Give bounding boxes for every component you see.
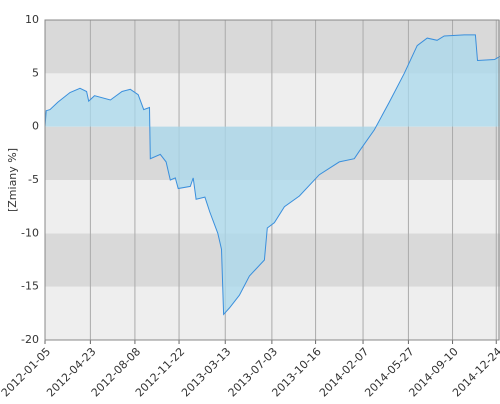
area — [45, 34, 500, 315]
y-tick-label: 10 — [25, 13, 39, 26]
y-tick-label: -20 — [21, 333, 39, 346]
grid-band — [45, 286, 500, 340]
y-tick-label: -5 — [28, 173, 39, 186]
y-axis-label: [Zmiany %] — [6, 148, 19, 212]
y-tick-label: -10 — [21, 226, 39, 239]
plot-border — [44, 19, 500, 341]
grid-band — [45, 233, 500, 287]
x-tick-label: 2013-03-13 — [179, 345, 233, 399]
line — [44, 34, 500, 316]
y-tick-label: 5 — [32, 66, 39, 79]
y-tick-label: 0 — [32, 120, 39, 133]
y-tick-label: -15 — [21, 280, 39, 293]
